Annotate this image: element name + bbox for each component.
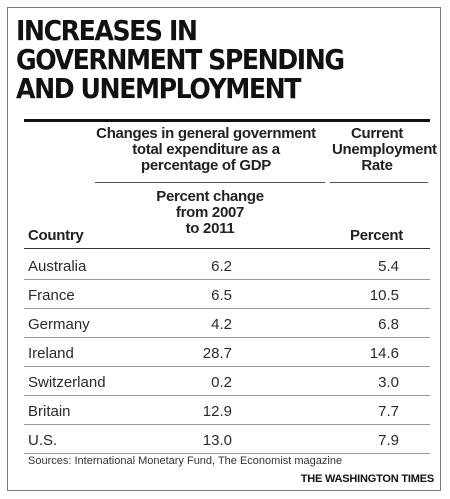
unemployment-rate-cell: 5.4 [378,258,399,275]
table-row: Ireland 28.7 14.6 [24,338,430,367]
unemp-header-line-1: Current [350,125,404,142]
group-header-line-2: total expenditure as a [132,141,280,158]
country-cell: U.S. [28,432,58,449]
unemployment-rate-cell: 7.9 [378,432,399,449]
graphic-frame [7,7,441,491]
unemployment-rate-cell: 14.6 [369,345,399,362]
row-divider [24,308,430,309]
expenditure-change-cell: 0.2 [211,374,232,391]
country-cell: Australia [28,258,87,275]
expenditure-change-cell: 6.5 [211,287,232,304]
pct-header-line-3: to 2011 [185,220,235,237]
unemployment-column-header: Percent [350,227,403,244]
row-divider [24,424,430,425]
unemployment-rate-cell: 3.0 [378,374,399,391]
expenditure-group-header: Changes in general government total expe… [86,126,326,174]
expenditure-change-cell: 28.7 [202,345,232,362]
expenditure-change-cell: 6.2 [211,258,232,275]
expenditure-column-header: Percent change from 2007 to 2011 [110,189,310,237]
pct-header-line-1: Percent change [156,188,264,205]
unemp-header-line-3: Rate [361,157,393,174]
expenditure-change-cell: 13.0 [202,432,232,449]
unemployment-rate-cell: 6.8 [378,316,399,333]
title-line-1: INCREASES IN [16,14,198,47]
table-row: U.S. 13.0 7.9 [24,425,430,454]
country-cell: Germany [28,316,90,333]
title-line-3: AND UNEMPLOYMENT [16,72,302,105]
unemp-header-line-2: Unemployment [332,141,437,158]
row-divider [24,337,430,338]
title-line-2: GOVERNMENT SPENDING [16,43,345,76]
table-row: Germany 4.2 6.8 [24,309,430,338]
group-header-line-3: percentage of GDP [141,157,271,174]
header-rule [24,248,430,249]
table-row: Britain 12.9 7.7 [24,396,430,425]
table-row: France 6.5 10.5 [24,280,430,309]
country-cell: Britain [28,403,71,420]
chart-title: INCREASES IN GOVERNMENT SPENDING AND UNE… [16,16,394,103]
country-column-header: Country [28,227,84,244]
country-cell: France [28,287,75,304]
unemployment-rate-cell: 10.5 [369,287,399,304]
pct-header-line-2: from 2007 [175,204,245,221]
expenditure-change-cell: 4.2 [211,316,232,333]
table-row: Switzerland 0.2 3.0 [24,367,430,396]
title-rule [24,119,430,122]
expenditure-change-cell: 12.9 [202,403,232,420]
row-divider [24,453,430,454]
group-header-rule [95,182,325,183]
row-divider [24,366,430,367]
group-header-line-1: Changes in general government [96,125,316,142]
row-divider [24,279,430,280]
table-row: Australia 6.2 5.4 [24,251,430,280]
unemp-header-rule [330,182,428,183]
source-note: Sources: International Monetary Fund, Th… [28,455,343,467]
country-cell: Ireland [28,345,74,362]
publisher-credit: THE WASHINGTON TIMES [300,473,435,485]
unemployment-group-header: Current Unemployment Rate [332,125,437,174]
unemployment-rate-cell: 7.7 [378,403,399,420]
country-cell: Switzerland [28,374,106,391]
row-divider [24,395,430,396]
